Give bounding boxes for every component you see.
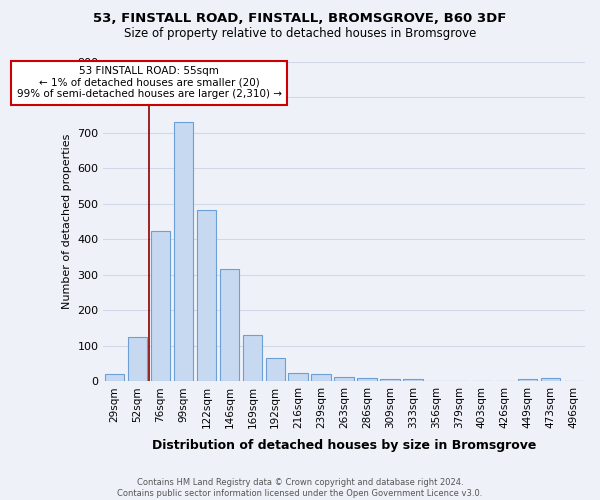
Bar: [197, 210, 216, 382]
Text: Size of property relative to detached houses in Bromsgrove: Size of property relative to detached ho…: [124, 28, 476, 40]
Bar: [289, 372, 308, 382]
Bar: [334, 377, 354, 382]
Bar: [220, 268, 239, 382]
Bar: [311, 374, 331, 382]
Bar: [151, 232, 170, 382]
Bar: [105, 374, 124, 382]
Bar: [242, 335, 262, 382]
Bar: [541, 378, 560, 382]
Bar: [174, 122, 193, 382]
Text: 53 FINSTALL ROAD: 55sqm
← 1% of detached houses are smaller (20)
99% of semi-det: 53 FINSTALL ROAD: 55sqm ← 1% of detached…: [17, 66, 281, 100]
X-axis label: Distribution of detached houses by size in Bromsgrove: Distribution of detached houses by size …: [152, 440, 536, 452]
Bar: [518, 378, 538, 382]
Bar: [380, 379, 400, 382]
Bar: [266, 358, 285, 382]
Text: 53, FINSTALL ROAD, FINSTALL, BROMSGROVE, B60 3DF: 53, FINSTALL ROAD, FINSTALL, BROMSGROVE,…: [94, 12, 506, 26]
Bar: [128, 337, 148, 382]
Y-axis label: Number of detached properties: Number of detached properties: [62, 134, 71, 309]
Bar: [403, 380, 422, 382]
Text: Contains HM Land Registry data © Crown copyright and database right 2024.
Contai: Contains HM Land Registry data © Crown c…: [118, 478, 482, 498]
Bar: [357, 378, 377, 382]
